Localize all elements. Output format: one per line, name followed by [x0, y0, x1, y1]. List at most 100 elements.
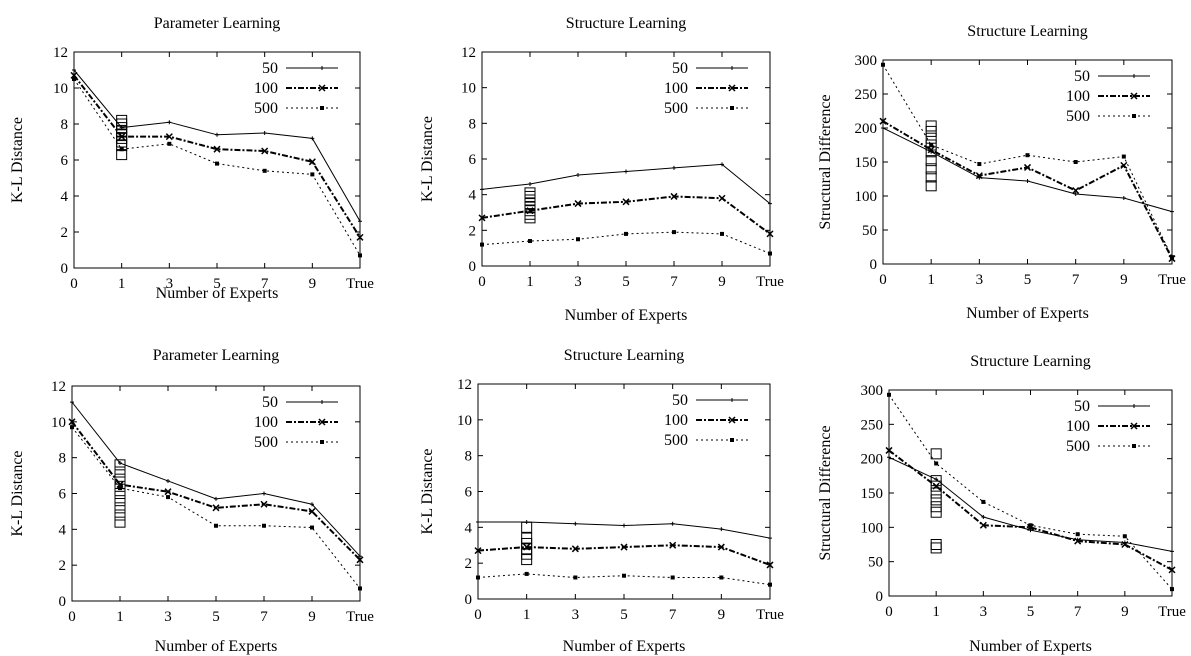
- legend-label: 100: [254, 80, 278, 97]
- data-point: [719, 527, 724, 532]
- data-point: [524, 571, 529, 576]
- x-tick-label: 9: [309, 276, 317, 292]
- data-point: [934, 477, 939, 482]
- y-tick-label: 300: [855, 53, 878, 69]
- legend-marker: [1132, 114, 1136, 118]
- chart-panel-4: Parameter Learning Number of Experts K-L D…: [9, 347, 374, 655]
- x-axis-label: Number of Experts: [156, 285, 279, 302]
- data-point: [620, 543, 628, 551]
- legend-marker: [730, 106, 734, 110]
- x-tick-label: 1: [523, 607, 531, 623]
- x-axis-label: Number of Experts: [155, 638, 278, 655]
- x-tick-label: 5: [213, 276, 221, 292]
- legend-marker: [728, 416, 736, 424]
- y-tick-label: 50: [862, 223, 877, 239]
- data-point: [717, 543, 725, 551]
- y-axis-label: Structural Difference: [817, 425, 834, 560]
- chart-title: Structure Learning: [564, 347, 684, 364]
- y-tick-label: 12: [51, 379, 66, 395]
- data-point: [1121, 154, 1126, 159]
- data-point: [766, 561, 774, 569]
- y-tick-label: 8: [465, 449, 473, 465]
- expert-point: [925, 146, 937, 158]
- y-tick-label: 0: [59, 594, 67, 610]
- x-tick-label: 3: [166, 276, 174, 292]
- chart-panel-1: Parameter Learning Number of Experts K-L D…: [9, 15, 374, 302]
- y-tick-label: 12: [461, 45, 476, 61]
- data-point: [165, 133, 173, 141]
- y-axis-label: K-L Distance: [9, 117, 26, 203]
- data-point: [622, 523, 626, 528]
- x-tick-label: True: [346, 609, 374, 625]
- y-tick-label: 0: [876, 589, 884, 605]
- data-point: [571, 545, 579, 553]
- legend-label: 100: [254, 414, 278, 431]
- data-point: [476, 519, 480, 524]
- data-point: [1072, 187, 1080, 195]
- expert-point: [114, 516, 126, 528]
- data-point: [977, 162, 982, 167]
- chart-panel-5: Structure Learning Number of Experts K-L D…: [419, 347, 784, 655]
- data-point: [358, 586, 362, 591]
- data-point: [310, 136, 315, 141]
- legend-label: 100: [1066, 88, 1090, 105]
- expert-point: [925, 171, 937, 183]
- y-tick-label: 8: [61, 117, 69, 133]
- data-point: [1168, 566, 1176, 574]
- data-point: [881, 126, 885, 130]
- y-axis-label: K-L Distance: [9, 450, 26, 536]
- expert-point: [524, 194, 536, 206]
- x-tick-label: 3: [980, 604, 988, 620]
- data-point: [885, 446, 893, 454]
- legend: 50 100 500: [1066, 398, 1150, 455]
- data-point: [214, 523, 218, 528]
- data-point: [573, 575, 578, 580]
- data-point: [167, 141, 172, 146]
- x-tick-label: 5: [620, 607, 628, 623]
- data-point: [1122, 534, 1127, 539]
- y-tick-label: 4: [61, 189, 69, 205]
- data-point: [622, 573, 626, 578]
- x-tick-label: 0: [879, 272, 887, 288]
- expert-point: [925, 132, 937, 144]
- data-point: [310, 525, 314, 530]
- data-point: [672, 230, 676, 235]
- data-point: [881, 62, 885, 67]
- data-point: [719, 575, 724, 580]
- data-point: [1121, 196, 1126, 201]
- x-tick-label: True: [756, 607, 784, 623]
- legend-label: 500: [254, 100, 278, 117]
- data-point: [476, 575, 480, 580]
- expert-point: [116, 114, 128, 126]
- data-point: [975, 172, 983, 180]
- legend-marker: [1132, 74, 1136, 78]
- x-tick-label: 5: [1027, 604, 1035, 620]
- expert-point: [930, 475, 942, 487]
- legend-marker: [1132, 444, 1136, 448]
- y-tick-label: 150: [855, 155, 878, 171]
- data-point: [573, 521, 578, 526]
- data-point: [118, 461, 122, 466]
- data-point: [166, 478, 170, 483]
- y-tick-label: 200: [855, 121, 878, 137]
- data-point: [356, 556, 364, 564]
- expert-point: [930, 542, 942, 554]
- data-point: [768, 251, 772, 256]
- data-point: [622, 198, 630, 206]
- expert-point: [114, 488, 126, 499]
- expert-point: [521, 532, 533, 544]
- y-axis-label: K-L Distance: [419, 448, 436, 534]
- data-point: [670, 192, 678, 200]
- data-point: [1170, 209, 1174, 214]
- expert-point: [925, 163, 937, 175]
- x-tick-label: 5: [1024, 272, 1032, 288]
- x-tick-label: 1: [118, 276, 126, 292]
- data-point: [310, 172, 315, 177]
- chart-panel-3: Structure Learning Number of Experts Struc…: [817, 23, 1186, 322]
- legend-label: 500: [1066, 438, 1090, 455]
- data-point: [670, 521, 675, 526]
- data-point: [215, 161, 219, 166]
- y-tick-label: 2: [469, 223, 477, 239]
- data-point: [672, 165, 676, 170]
- legend-label: 50: [262, 394, 278, 411]
